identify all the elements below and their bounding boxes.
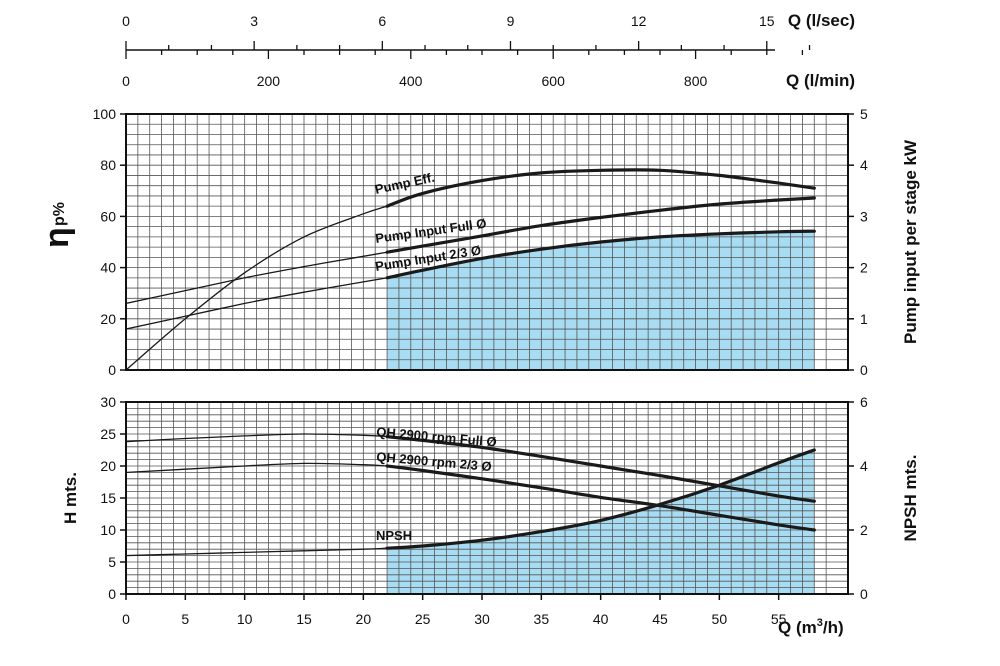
lmin-axis-title: Q (l/min) [786,71,855,90]
xtick-label: 10 [237,611,253,627]
head-ytick-label: 5 [108,554,116,570]
head-y2tick-label: 4 [860,458,868,474]
series-qh-2900-rpm-2-3-low-range [125,462,388,474]
series-pump-eff [385,168,816,208]
npsh-axis-title: NPSH mts. [901,455,920,542]
head-grid [126,402,848,594]
xtick-label: 20 [356,611,372,627]
eff-ytick-label: 100 [93,106,117,122]
xtick-label: 25 [415,611,431,627]
eff-ytick-label: 40 [100,260,116,276]
eff-y2tick-label: 3 [860,208,868,224]
eff-ytick-label: 60 [100,208,116,224]
head-y2tick-label: 2 [860,522,868,538]
head-ytick-label: 20 [100,458,116,474]
xtick-label: 45 [652,611,668,627]
head-ytick-label: 15 [100,490,116,506]
top-flow-axes: 0 3 6 9 12 15 0 200 400 600 800 [122,13,811,89]
series-qh-2900-rpm-full-low-range [125,433,388,443]
lsec-tick-label: 12 [631,13,647,29]
series-qh-2900-rpm-2-3 [385,464,816,532]
eff-y2tick-label: 4 [860,157,868,173]
head-y2tick-label: 6 [860,394,868,410]
xtick-label: 35 [534,611,550,627]
xtick-label: 0 [122,611,130,627]
series-npsh [385,448,816,550]
series-pump-input-2-3-low-range [125,277,388,330]
head-ytick-label: 10 [100,522,116,538]
head-ytick-label: 0 [108,586,116,602]
flow-m3h-title-sup: 3 [817,617,823,629]
series-label-npsh: NPSH [376,528,412,543]
lmin-tick-label: 0 [122,73,130,89]
xtick-label: 40 [593,611,609,627]
efficiency-axis-title: η p% [38,202,76,248]
flow-m3h-title-main: Q (m [778,618,817,637]
flow-m3h-axis-title: Q (m3/h) [778,617,844,637]
eff-y2tick-label: 1 [860,311,868,327]
xtick-label: 30 [474,611,490,627]
series-pump-eff-low-range [125,205,388,371]
head-ytick-label: 25 [100,426,116,442]
head-y2tick-label: 0 [860,586,868,602]
eff-frame [125,113,849,371]
head-axis-title: H mts. [61,472,80,524]
series-pump-input-full [385,196,816,254]
flow-m3h-title-end: /h) [823,618,844,637]
series-qh-2900-rpm-full [385,435,816,503]
lmin-tick-label: 400 [399,73,423,89]
xtick-label: 55 [771,611,787,627]
lmin-tick-label: 200 [257,73,281,89]
lsec-tick-label: 6 [378,13,386,29]
eff-ytick-label: 80 [100,157,116,173]
eff-y2tick-label: 0 [860,362,868,378]
series-pump-input-2-3 [385,229,816,280]
lmin-tick-label: 600 [542,73,566,89]
eta-symbol: η [38,227,76,248]
lsec-tick-label: 15 [759,13,775,29]
eff-ytick-label: 0 [108,362,116,378]
lsec-axis-title: Q (l/sec) [788,11,855,30]
lmin-tick-label: 800 [684,73,708,89]
lsec-tick-label: 9 [507,13,515,29]
head-npsh-panel: 0 5 10 15 20 25 30 0 2 4 6 0 5 10 15 20 25 30 35 40 45 50 55 QH… [100,394,868,627]
lsec-tick-label: 3 [250,13,258,29]
series-pump-input-full-low-range [125,251,388,305]
eff-y2tick-label: 5 [860,106,868,122]
xtick-label: 5 [181,611,189,627]
xtick-label: 15 [296,611,312,627]
lsec-tick-label: 0 [122,13,130,29]
series-npsh-low-range [125,547,388,557]
head-ytick-label: 30 [100,394,116,410]
eta-subscript: p% [51,202,68,226]
power-axis-title: Pump input per stage kW [901,139,920,344]
xtick-label: 50 [712,611,728,627]
eff-grid [126,114,848,370]
series-label-qh-2900-rpm-2-3: QH 2900 rpm 2/3 Ø [376,449,492,474]
eff-ytick-label: 20 [100,311,116,327]
eff-y2tick-label: 2 [860,260,868,276]
